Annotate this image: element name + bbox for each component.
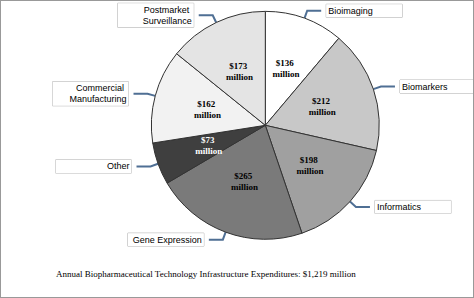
svg-text:Gene Expression: Gene Expression <box>133 235 202 245</box>
svg-text:Informatics: Informatics <box>377 202 422 212</box>
svg-text:million: million <box>226 72 253 82</box>
svg-text:$265: $265 <box>234 171 254 181</box>
svg-text:Other: Other <box>107 161 130 171</box>
svg-text:Annual Biopharmaceutical Techn: Annual Biopharmaceutical Technology Infr… <box>56 269 356 279</box>
svg-text:Postmarket: Postmarket <box>144 5 192 15</box>
svg-text:$212: $212 <box>312 96 332 106</box>
svg-text:million: million <box>309 107 336 117</box>
svg-text:Commercial: Commercial <box>76 83 127 93</box>
svg-text:Bioimaging: Bioimaging <box>328 6 373 16</box>
svg-text:million: million <box>231 182 258 192</box>
svg-text:$162: $162 <box>197 99 217 109</box>
svg-text:million: million <box>194 110 221 120</box>
svg-text:million: million <box>296 166 323 176</box>
svg-text:Surveillance: Surveillance <box>143 16 192 26</box>
svg-text:million: million <box>195 146 222 156</box>
svg-text:million: million <box>272 69 299 79</box>
svg-text:Manufacturing: Manufacturing <box>69 94 126 104</box>
svg-text:$73: $73 <box>201 135 217 145</box>
svg-text:$198: $198 <box>300 155 320 165</box>
svg-text:$136: $136 <box>276 58 296 68</box>
svg-text:Biomarkers: Biomarkers <box>402 82 448 92</box>
svg-text:$173: $173 <box>229 61 249 71</box>
